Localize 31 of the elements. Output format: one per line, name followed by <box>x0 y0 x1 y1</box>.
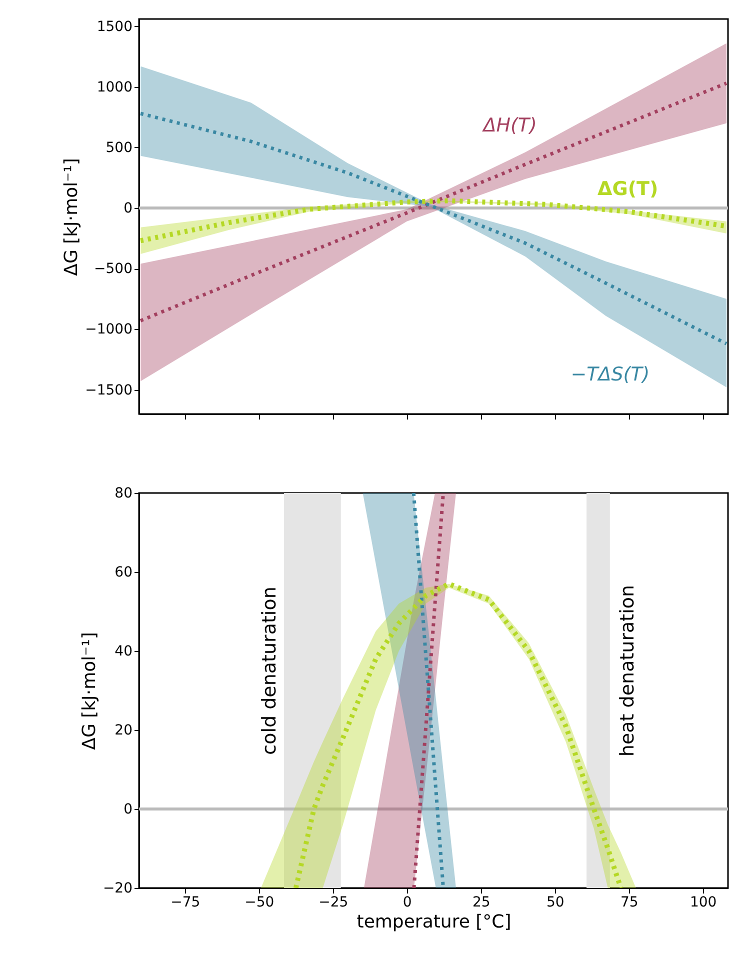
line-series <box>139 81 728 322</box>
x-tick-label: −50 <box>244 894 274 910</box>
x-tick-label: −25 <box>318 894 348 910</box>
text: −TΔS(T) <box>570 364 650 386</box>
y-tick-label: 60 <box>114 564 132 580</box>
y-tick-label: 20 <box>114 722 132 738</box>
series-label: ΔG(T) <box>598 178 658 200</box>
y-tick-label: 500 <box>106 140 132 156</box>
y-tick-label: −1500 <box>85 382 132 398</box>
x-tick-label: 50 <box>546 894 564 910</box>
y-tick-label: 1000 <box>96 79 132 96</box>
y-tick-label: −500 <box>94 261 132 278</box>
x-axis-title: temperature [°C] <box>356 912 512 932</box>
x-tick-label: 0 <box>402 894 412 910</box>
y-axis-title: ΔG [kJ·mol⁻¹] <box>78 632 100 750</box>
y-tick-label: −20 <box>102 880 132 896</box>
y-tick-label: 0 <box>124 802 132 818</box>
y-tick-label: 1500 <box>96 18 132 35</box>
y-tick-label: 0 <box>124 200 132 217</box>
y-axis-title: ΔG [kJ·mol⁻¹] <box>61 158 82 276</box>
x-tick-label: 100 <box>690 894 717 910</box>
band-label: heat denaturation <box>616 584 639 757</box>
y-tick-label: 40 <box>114 644 132 660</box>
x-tick-label: 25 <box>472 894 490 910</box>
y-tick-label: 80 <box>114 486 132 502</box>
x-tick-label: −75 <box>170 894 200 910</box>
line-series <box>139 112 728 346</box>
series-label: ΔH(T) <box>481 114 537 137</box>
band-label: cold denaturation <box>258 586 280 755</box>
x-tick-label: 75 <box>620 894 638 910</box>
y-tick-label: −1000 <box>85 322 132 338</box>
